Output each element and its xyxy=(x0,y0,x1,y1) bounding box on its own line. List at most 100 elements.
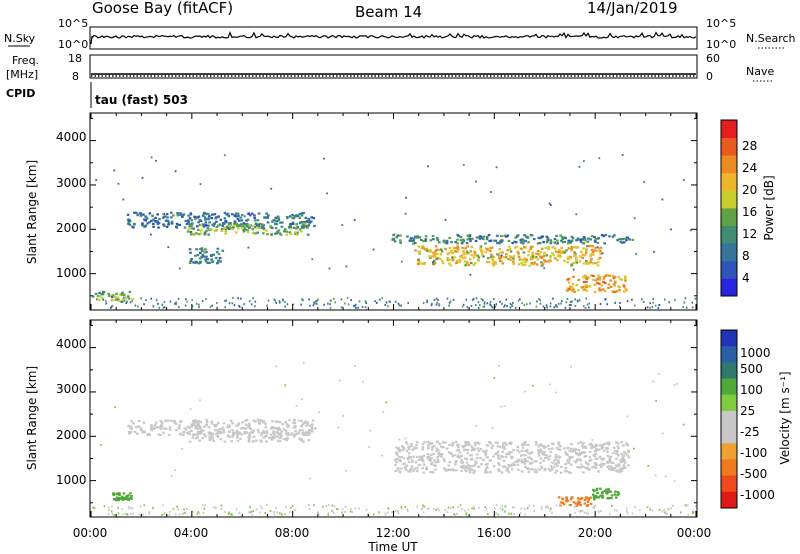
heat-cell xyxy=(425,247,429,250)
heat-cell xyxy=(473,254,477,257)
heat-cell xyxy=(555,304,557,307)
heat-cell xyxy=(596,264,600,267)
heat-cell xyxy=(191,305,194,308)
heat-cell xyxy=(228,224,231,227)
heat-cell xyxy=(545,454,548,457)
heat-cell xyxy=(621,238,624,241)
heat-cell xyxy=(416,235,419,238)
heat-cell xyxy=(312,217,315,220)
heat-cell xyxy=(432,263,435,266)
heat-cell xyxy=(118,493,121,497)
heat-cell xyxy=(269,510,272,512)
heat-cell xyxy=(394,463,397,467)
heat-cell xyxy=(434,461,438,464)
heat-cell xyxy=(293,418,296,421)
heat-cell xyxy=(309,220,313,223)
heat-cell xyxy=(278,300,281,303)
heat-cell xyxy=(545,241,549,244)
colorbar-block xyxy=(721,260,737,279)
heat-cell xyxy=(262,431,266,434)
heat-cell xyxy=(591,493,595,496)
heat-cell xyxy=(102,298,105,301)
heat-cell xyxy=(485,235,489,238)
heat-cell xyxy=(252,429,255,432)
heat-cell xyxy=(480,463,483,466)
heat-cell xyxy=(301,224,305,227)
heat-cell xyxy=(577,497,580,500)
heat-cell xyxy=(486,302,489,305)
heat-cell xyxy=(162,216,165,219)
heat-cell xyxy=(557,442,561,445)
heat-cell xyxy=(455,469,458,472)
heat-cell xyxy=(564,451,567,454)
heat-cell xyxy=(547,458,551,461)
heat-cell xyxy=(110,305,113,308)
heat-cell xyxy=(158,306,161,309)
heat-cell xyxy=(122,198,125,201)
heat-cell xyxy=(316,299,318,302)
heat-cell xyxy=(598,248,601,251)
heat-cell xyxy=(125,302,128,305)
heat-cell xyxy=(578,458,582,461)
heat-cell xyxy=(586,276,590,280)
heat-cell xyxy=(517,253,520,256)
heat-cell xyxy=(676,383,678,385)
heat-cell xyxy=(489,441,492,445)
heat-cell xyxy=(545,304,548,307)
heat-cell xyxy=(205,419,208,422)
heat-cell xyxy=(504,455,508,458)
heat-cell xyxy=(461,445,464,448)
heat-cell xyxy=(118,497,121,500)
heat-cell xyxy=(239,427,243,430)
heat-cell xyxy=(598,287,601,290)
heat-cell xyxy=(197,228,200,231)
heat-cell xyxy=(483,301,486,304)
nsearch-tick-bottom: 10^0 xyxy=(706,38,736,51)
heat-cell xyxy=(176,212,179,215)
heat-cell xyxy=(307,439,311,442)
heat-cell xyxy=(344,302,346,305)
heat-cell xyxy=(456,238,459,241)
heat-cell xyxy=(245,219,248,222)
heat-cell xyxy=(475,425,478,427)
heat-cell xyxy=(591,439,594,441)
heat-cell xyxy=(432,444,436,447)
heat-cell xyxy=(248,432,252,435)
heat-cell xyxy=(103,505,106,508)
heat-cell xyxy=(534,440,538,444)
heat-cell xyxy=(179,420,182,424)
heat-cell xyxy=(454,241,457,244)
heat-cell xyxy=(95,179,98,181)
power-data xyxy=(91,154,697,309)
heat-cell xyxy=(579,240,583,244)
nsky-label: N.Sky xyxy=(4,32,36,45)
heat-cell xyxy=(591,444,594,447)
heat-cell xyxy=(649,508,651,511)
heat-cell xyxy=(495,166,498,169)
heat-cell xyxy=(393,240,397,243)
heat-cell xyxy=(549,241,553,244)
heat-cell xyxy=(227,225,230,228)
heat-cell xyxy=(274,232,277,235)
heat-cell xyxy=(443,241,447,244)
heat-cell xyxy=(469,454,472,457)
heat-cell xyxy=(573,506,576,509)
heat-cell xyxy=(184,428,188,431)
heat-cell xyxy=(256,418,260,421)
heat-cell xyxy=(482,305,485,308)
heat-cell xyxy=(513,240,516,243)
heat-cell xyxy=(429,458,432,461)
heat-cell xyxy=(539,251,543,254)
heat-cell xyxy=(196,512,198,515)
heat-cell xyxy=(673,384,676,386)
heat-cell xyxy=(459,456,462,459)
nave-tick-top: 60 xyxy=(706,52,720,65)
heat-cell xyxy=(406,508,409,511)
heat-cell xyxy=(625,289,628,292)
heat-cell xyxy=(127,424,130,427)
heat-cell xyxy=(191,299,193,302)
heat-cell xyxy=(327,504,330,507)
heat-cell xyxy=(184,511,186,514)
heat-cell xyxy=(530,458,533,461)
heat-cell xyxy=(407,456,411,459)
